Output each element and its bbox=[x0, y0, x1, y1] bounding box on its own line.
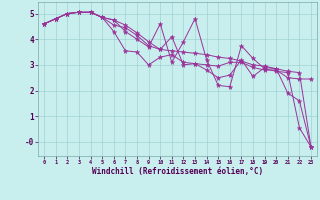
X-axis label: Windchill (Refroidissement éolien,°C): Windchill (Refroidissement éolien,°C) bbox=[92, 167, 263, 176]
